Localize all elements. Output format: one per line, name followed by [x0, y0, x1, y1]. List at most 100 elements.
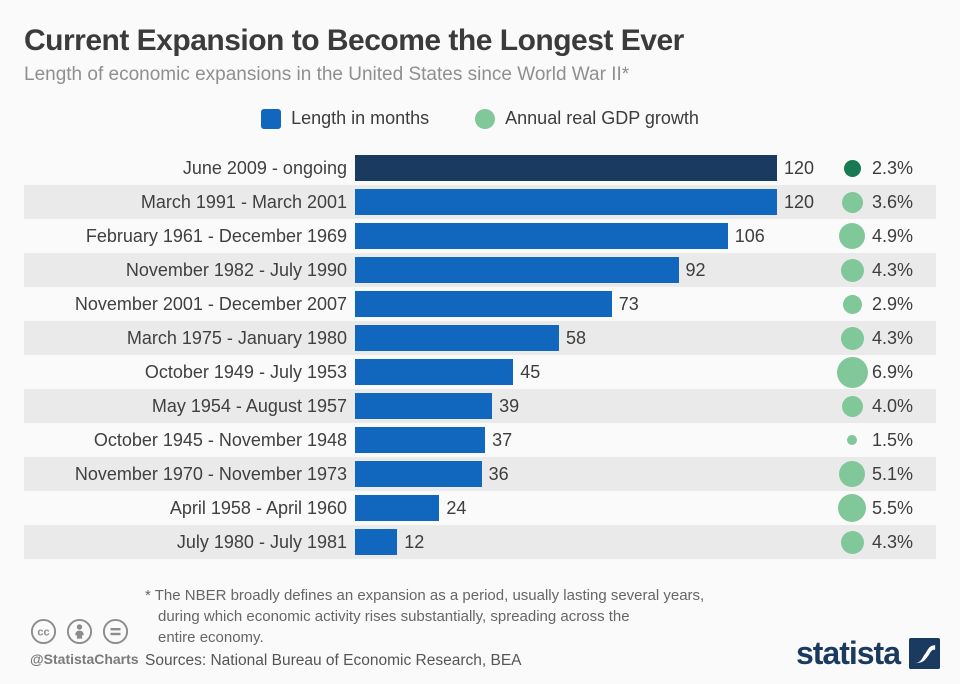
- gdp-growth-value: 1.5%: [872, 429, 914, 450]
- length-value: 39: [499, 395, 520, 416]
- license-block: cc @StatistaCharts: [30, 618, 139, 667]
- cc-icon: cc: [30, 618, 57, 645]
- row-period-label: November 1970 - November 1973: [74, 463, 347, 484]
- row-period-label: March 1975 - January 1980: [126, 327, 347, 348]
- cc-equal-icon: [102, 618, 129, 645]
- length-value: 24: [446, 497, 467, 518]
- gdp-dot-cell: [834, 253, 870, 287]
- gdp-growth-dot: [841, 395, 863, 417]
- statista-charts-handle: @StatistaCharts: [30, 651, 139, 667]
- chart-row: November 1982 - July 1990 92 4.3%: [24, 253, 936, 287]
- chart-row: March 1975 - January 1980 58 4.3%: [24, 321, 936, 355]
- gdp-dot-cell: [834, 355, 870, 389]
- length-swatch-icon: [261, 108, 282, 129]
- gdp-dot-cell: [834, 185, 870, 219]
- chart-row: October 1945 - November 1948 37 1.5%: [24, 423, 936, 457]
- gdp-dot-cell: [834, 423, 870, 457]
- statista-wordmark: statista: [795, 635, 901, 671]
- gdp-growth-value: 6.9%: [872, 361, 914, 382]
- row-period-label: June 2009 - ongoing: [182, 157, 347, 178]
- gdp-growth-value: 2.9%: [872, 293, 914, 314]
- statista-logo-icon: [909, 638, 940, 669]
- sources-text: Sources: National Bureau of Economic Res…: [145, 652, 522, 669]
- gdp-dot-cell: [834, 321, 870, 355]
- gdp-growth-dot: [842, 294, 862, 314]
- page-title: Current Expansion to Become the Longest …: [24, 24, 684, 57]
- length-value: 73: [618, 293, 639, 314]
- row-period-label: February 1961 - December 1969: [85, 225, 347, 246]
- length-value: 58: [565, 327, 586, 348]
- legend-label-length: Length in months: [291, 108, 430, 128]
- gdp-growth-value: 4.3%: [872, 327, 914, 348]
- footnote: * The NBER broadly defines an expansion …: [145, 585, 704, 648]
- legend-label-gdp: Annual real GDP growth: [505, 108, 699, 128]
- gdp-dot-cell: [834, 491, 870, 525]
- gdp-growth-value: 4.9%: [872, 225, 914, 246]
- gdp-growth-dot: [843, 159, 861, 177]
- chart-legend: Length in months Annual real GDP growth: [0, 108, 960, 129]
- footnote-line: * The NBER broadly defines an expansion …: [145, 587, 705, 604]
- length-bar: [355, 257, 679, 283]
- gdp-dot-cell: [834, 287, 870, 321]
- row-period-label: October 1945 - November 1948: [93, 429, 347, 450]
- svg-text:cc: cc: [37, 627, 49, 639]
- row-period-label: April 1958 - April 1960: [169, 497, 347, 518]
- length-bar: [355, 393, 493, 419]
- gdp-growth-value: 3.6%: [872, 191, 914, 212]
- gdp-growth-dot: [840, 326, 864, 350]
- gdp-growth-value: 5.5%: [872, 497, 914, 518]
- gdp-growth-value: 5.1%: [872, 463, 914, 484]
- gdp-growth-dot: [839, 461, 865, 487]
- gdp-dot-cell: [834, 457, 870, 491]
- gdp-growth-value: 4.0%: [872, 395, 914, 416]
- cc-attribution-icon: [66, 618, 93, 645]
- gdp-growth-value: 4.3%: [872, 259, 914, 280]
- length-bar: [355, 461, 482, 487]
- length-value: 45: [520, 361, 541, 382]
- gdp-growth-dot: [840, 258, 864, 282]
- chart-row: February 1961 - December 1969 106 4.9%: [24, 219, 936, 253]
- gdp-dot-cell: [834, 389, 870, 423]
- length-bar: [355, 495, 440, 521]
- row-period-label: May 1954 - August 1957: [151, 395, 347, 416]
- legend-item-length: Length in months: [261, 108, 429, 129]
- length-value: 120: [784, 191, 815, 212]
- footnote-line: during which economic activity rises sub…: [158, 608, 630, 625]
- chart-row: May 1954 - August 1957 39 4.0%: [24, 389, 936, 423]
- gdp-growth-dot: [838, 494, 866, 522]
- length-bar: [355, 529, 398, 555]
- cc-license-icons: cc: [30, 618, 139, 645]
- length-bar: [355, 223, 728, 249]
- length-bar: [355, 427, 486, 453]
- bar-chart: June 2009 - ongoing 120 2.3% March 1991 - M…: [24, 151, 936, 559]
- gdp-dot-cell: [834, 525, 870, 559]
- chart-subtitle: Length of economic expansions in the Uni…: [24, 64, 630, 85]
- chart-row: November 1970 - November 1973 36 5.1%: [24, 457, 936, 491]
- gdp-dot-cell: [834, 219, 870, 253]
- length-value: 120: [784, 157, 815, 178]
- length-bar: [355, 359, 514, 385]
- gdp-growth-dot: [847, 435, 857, 445]
- gdp-growth-value: 4.3%: [872, 531, 914, 552]
- gdp-dot-cell: [834, 151, 870, 185]
- chart-row: April 1958 - April 1960 24 5.5%: [24, 491, 936, 525]
- row-period-label: March 1991 - March 2001: [140, 191, 347, 212]
- chart-row: October 1949 - July 1953 45 6.9%: [24, 355, 936, 389]
- length-bar: [355, 155, 777, 181]
- length-value: 92: [685, 259, 706, 280]
- legend-item-gdp: Annual real GDP growth: [475, 108, 699, 129]
- row-period-label: November 2001 - December 2007: [74, 293, 347, 314]
- gdp-growth-dot: [839, 223, 865, 249]
- chart-row: March 1991 - March 2001 120 3.6%: [24, 185, 936, 219]
- gdp-growth-dot: [840, 530, 864, 554]
- chart-row: November 2001 - December 2007 73 2.9%: [24, 287, 936, 321]
- gdp-swatch-icon: [475, 108, 496, 129]
- row-period-label: November 1982 - July 1990: [125, 259, 347, 280]
- length-value: 36: [488, 463, 509, 484]
- footnote-line: entire economy.: [158, 629, 264, 646]
- length-value: 12: [404, 531, 425, 552]
- gdp-growth-dot: [841, 191, 863, 213]
- length-value: 37: [492, 429, 513, 450]
- statista-logo: statista: [796, 635, 940, 672]
